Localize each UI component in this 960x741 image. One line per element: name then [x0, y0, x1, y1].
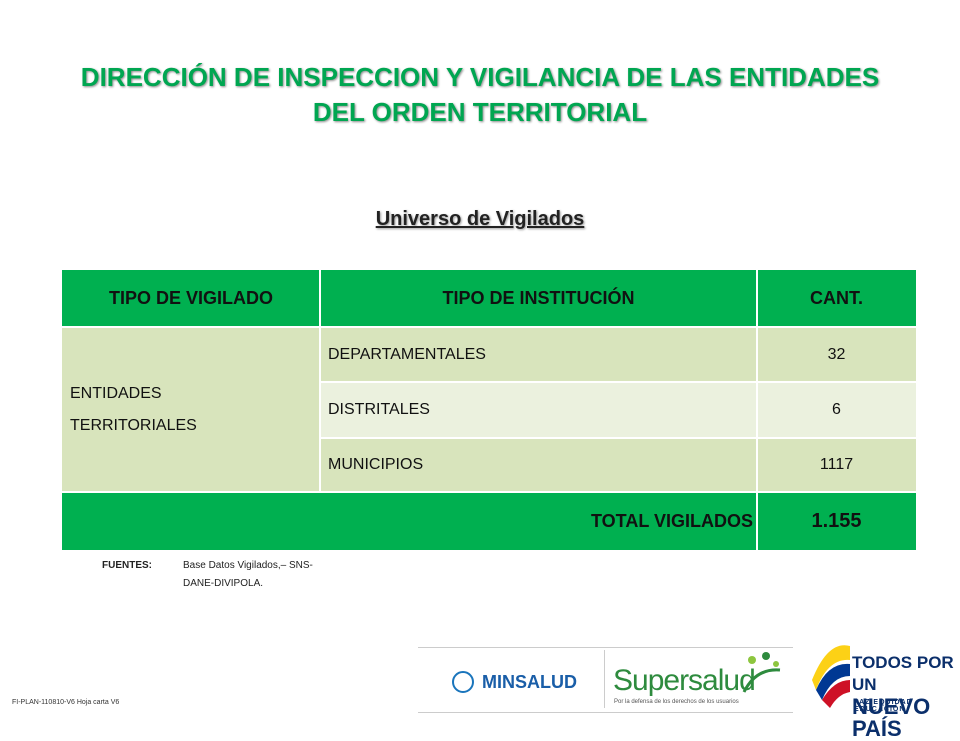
separator — [320, 381, 916, 383]
gobierno-tagline: PAZ EQUIDAD EDUCACIÓN — [854, 699, 913, 713]
gobierno-logo: TODOS POR UN NUEVO PAÍS — [852, 652, 960, 740]
header-cell: TIPO DE VIGILADO — [62, 270, 320, 327]
gobierno-line: TODOS POR UN — [852, 653, 954, 694]
institution-cell: DISTRITALES — [320, 382, 757, 438]
institution-cell: DEPARTAMENTALES — [320, 327, 757, 382]
sources-label: FUENTES: — [102, 560, 152, 571]
logo-divider — [604, 650, 605, 708]
header-cell: TIPO DE INSTITUCIÓN — [320, 270, 757, 327]
slide: DIRECCIÓN DE INSPECCION Y VIGILANCIA DE … — [12, 62, 954, 740]
separator — [62, 491, 916, 493]
institution-cell: MUNICIPIOS — [320, 438, 757, 492]
count-cell: 1117 — [757, 438, 916, 492]
separator — [320, 437, 916, 439]
group-line: ENTIDADES — [70, 384, 162, 402]
total-value: 1.155 — [757, 492, 916, 550]
total-label: TOTAL VIGILADOS — [62, 492, 757, 550]
minsalud-emblem — [452, 671, 474, 693]
logo-strip — [418, 647, 793, 713]
separator — [62, 326, 916, 328]
title-line: DEL ORDEN TERRITORIAL — [312, 97, 648, 127]
group-line: TERRITORIALES — [70, 416, 197, 434]
count-cell: 32 — [757, 327, 916, 382]
footer-code: FI-PLAN-110810-V6 Hoja carta V6 — [12, 699, 120, 706]
supersalud-logo: Supersalud — [613, 664, 756, 697]
minsalud-logo: MINSALUD — [482, 672, 577, 692]
flag-emblem — [812, 645, 850, 708]
sources-line: DANE-DIVIPOLA. — [183, 578, 264, 589]
group-cell: ENTIDADES TERRITORIALES — [62, 327, 320, 492]
subtitle: Universo de Vigilados — [375, 208, 585, 230]
sources-line: Base Datos Vigilados,– SNS- — [183, 560, 313, 571]
table: TIPO DE VIGILADO TIPO DE INSTITUCIÓN CAN… — [62, 270, 916, 550]
separator — [756, 270, 758, 550]
title-line: DIRECCIÓN DE INSPECCION Y VIGILANCIA DE … — [80, 62, 880, 92]
supersalud-tagline: Por la defensa de los derechos de los us… — [614, 699, 739, 705]
supersalud-emblem — [742, 652, 781, 693]
header-cell: CANT. — [757, 270, 916, 327]
count-cell: 6 — [757, 382, 916, 438]
